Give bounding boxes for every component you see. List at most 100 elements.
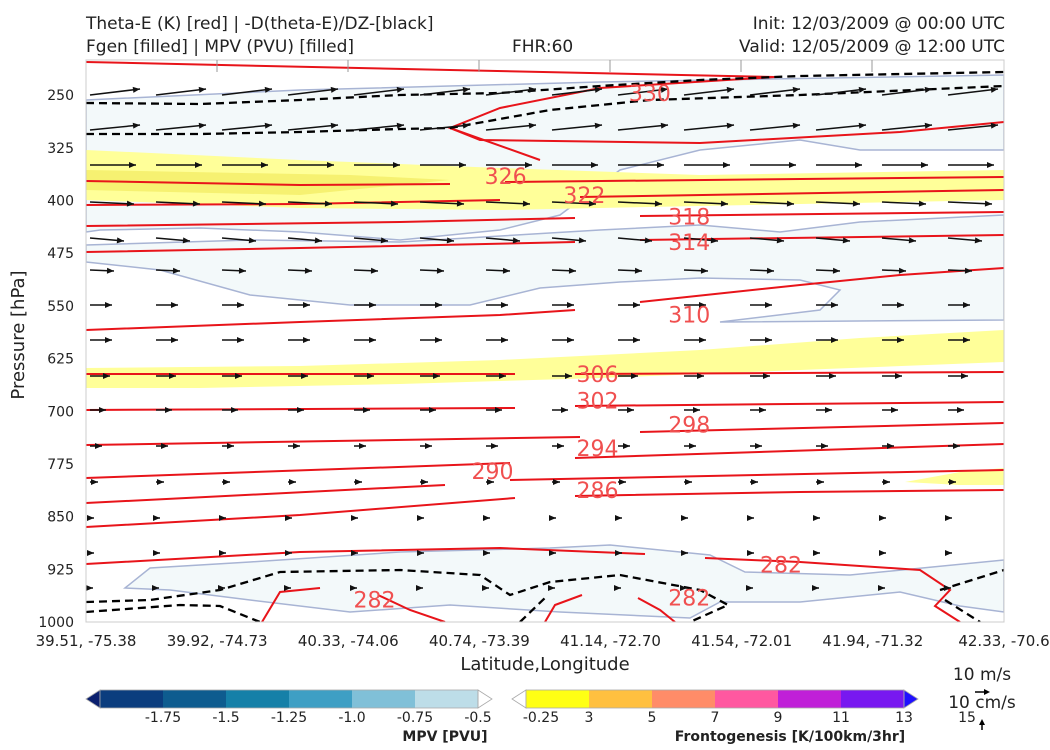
wind-vector-head	[813, 550, 820, 556]
wind-vector-head	[878, 585, 885, 591]
wind-vector	[749, 124, 801, 131]
wind-vector-head	[759, 407, 766, 413]
wind-vector-head	[218, 585, 225, 591]
wind-vector	[419, 201, 465, 205]
wind-vector-head	[303, 302, 310, 308]
wind-vector	[683, 201, 729, 205]
colorbar-extend-low	[85, 689, 101, 709]
wind-vector	[947, 201, 993, 205]
wind-vector-head	[963, 337, 970, 343]
wind-vector-head	[491, 443, 498, 449]
wind-vector-head	[831, 337, 838, 343]
wind-vector-head	[219, 515, 226, 521]
y-tick-label: 625	[47, 352, 74, 368]
wind-vector-head	[763, 373, 770, 379]
wind-vector-head	[359, 443, 366, 449]
wind-vector-head	[435, 302, 442, 308]
wind-vector-head	[565, 373, 572, 379]
theta-e-label: 318	[668, 206, 710, 231]
colorbar-tick-label: 7	[711, 710, 720, 726]
wind-vector-head	[898, 267, 906, 274]
wind-vector-head	[945, 550, 952, 556]
wind-vector-head	[351, 515, 358, 521]
wind-vector-head	[789, 162, 796, 168]
colorbar-bin	[778, 690, 842, 708]
wind-vector	[221, 124, 273, 131]
wind-vector-head	[462, 86, 470, 93]
wind-vector-head	[957, 407, 964, 413]
y-tick-label: 325	[47, 141, 74, 157]
wind-vector-head	[548, 585, 555, 591]
wind-vector-head	[525, 162, 532, 168]
wind-vector-head	[858, 86, 866, 93]
colorbar-bin	[589, 690, 653, 708]
wind-vector-head	[91, 479, 98, 485]
x-tick-label: 42.33, -70.6	[958, 632, 1049, 650]
wind-vector-head	[157, 479, 164, 485]
wind-vector-head	[106, 267, 114, 274]
wind-vector-head	[425, 443, 432, 449]
wind-vector-head	[482, 585, 489, 591]
wind-vector-head	[963, 302, 970, 308]
wind-vector-head	[631, 373, 638, 379]
wind-vector-head	[297, 407, 304, 413]
colorbar-bin	[841, 690, 905, 708]
wind-vector	[89, 201, 135, 205]
x-tick-label: 41.14, -72.70	[560, 632, 661, 650]
top-ticks	[216, 60, 873, 72]
wind-vector-head	[561, 407, 568, 413]
wind-vector-head	[657, 162, 664, 168]
wind-vector-head	[974, 237, 982, 244]
wind-vector-head	[588, 200, 596, 207]
wind-vector	[749, 88, 801, 96]
wind-vector-head	[680, 585, 687, 591]
wind-vector-head	[261, 162, 268, 168]
wind-vector-head	[264, 122, 272, 129]
wind-vector-head	[786, 200, 794, 207]
wind-vector-head	[897, 302, 904, 308]
wind-vector-head	[363, 407, 370, 413]
wind-vector-head	[238, 267, 246, 274]
wind-vector	[89, 124, 141, 131]
wind-vector-head	[897, 337, 904, 343]
theta-e-label: 290	[472, 460, 514, 485]
vector-key-vertical: 10 cm/s	[948, 693, 1016, 713]
theta-e-label: 306	[576, 363, 618, 388]
colorbar-bin	[715, 690, 779, 708]
ddz-contour-layer	[86, 70, 1004, 622]
colorbar-bin	[526, 690, 590, 708]
wind-vector-head	[355, 479, 362, 485]
wind-vector-head	[303, 337, 310, 343]
y-tick-label: 475	[47, 246, 74, 262]
theta-e-label: 286	[576, 479, 618, 504]
wind-vector	[881, 124, 933, 131]
wind-vector	[485, 201, 531, 205]
vector-key-horizontal: 10 m/s	[953, 665, 1011, 685]
y-tick-label: 850	[47, 510, 74, 526]
forecast-hour: FHR:60	[512, 37, 574, 57]
wind-vector	[353, 88, 405, 96]
wind-vector-head	[501, 337, 508, 343]
wind-vector-head	[961, 373, 968, 379]
wind-vector-head	[858, 122, 866, 129]
wind-vector-head	[264, 86, 272, 93]
wind-vector-head	[459, 162, 466, 168]
wind-vector-head	[301, 373, 308, 379]
wind-vector-head	[765, 337, 772, 343]
wind-vector	[89, 88, 141, 96]
wind-vector-head	[380, 237, 388, 244]
wind-vector-head	[633, 302, 640, 308]
wind-vector-head	[483, 550, 490, 556]
colorbar-tick-label: 13	[895, 710, 913, 726]
wind-vector-head	[623, 443, 630, 449]
wind-vector-head	[396, 86, 404, 93]
wind-vector	[419, 124, 471, 131]
colorbar-bin	[163, 690, 227, 708]
wind-vector-head	[129, 162, 136, 168]
wind-vector-head	[116, 237, 124, 244]
wind-vector-head	[895, 373, 902, 379]
wind-vector-head	[502, 267, 510, 274]
wind-vector-head	[433, 373, 440, 379]
wind-vector-head	[855, 162, 862, 168]
wind-vector-head	[369, 337, 376, 343]
